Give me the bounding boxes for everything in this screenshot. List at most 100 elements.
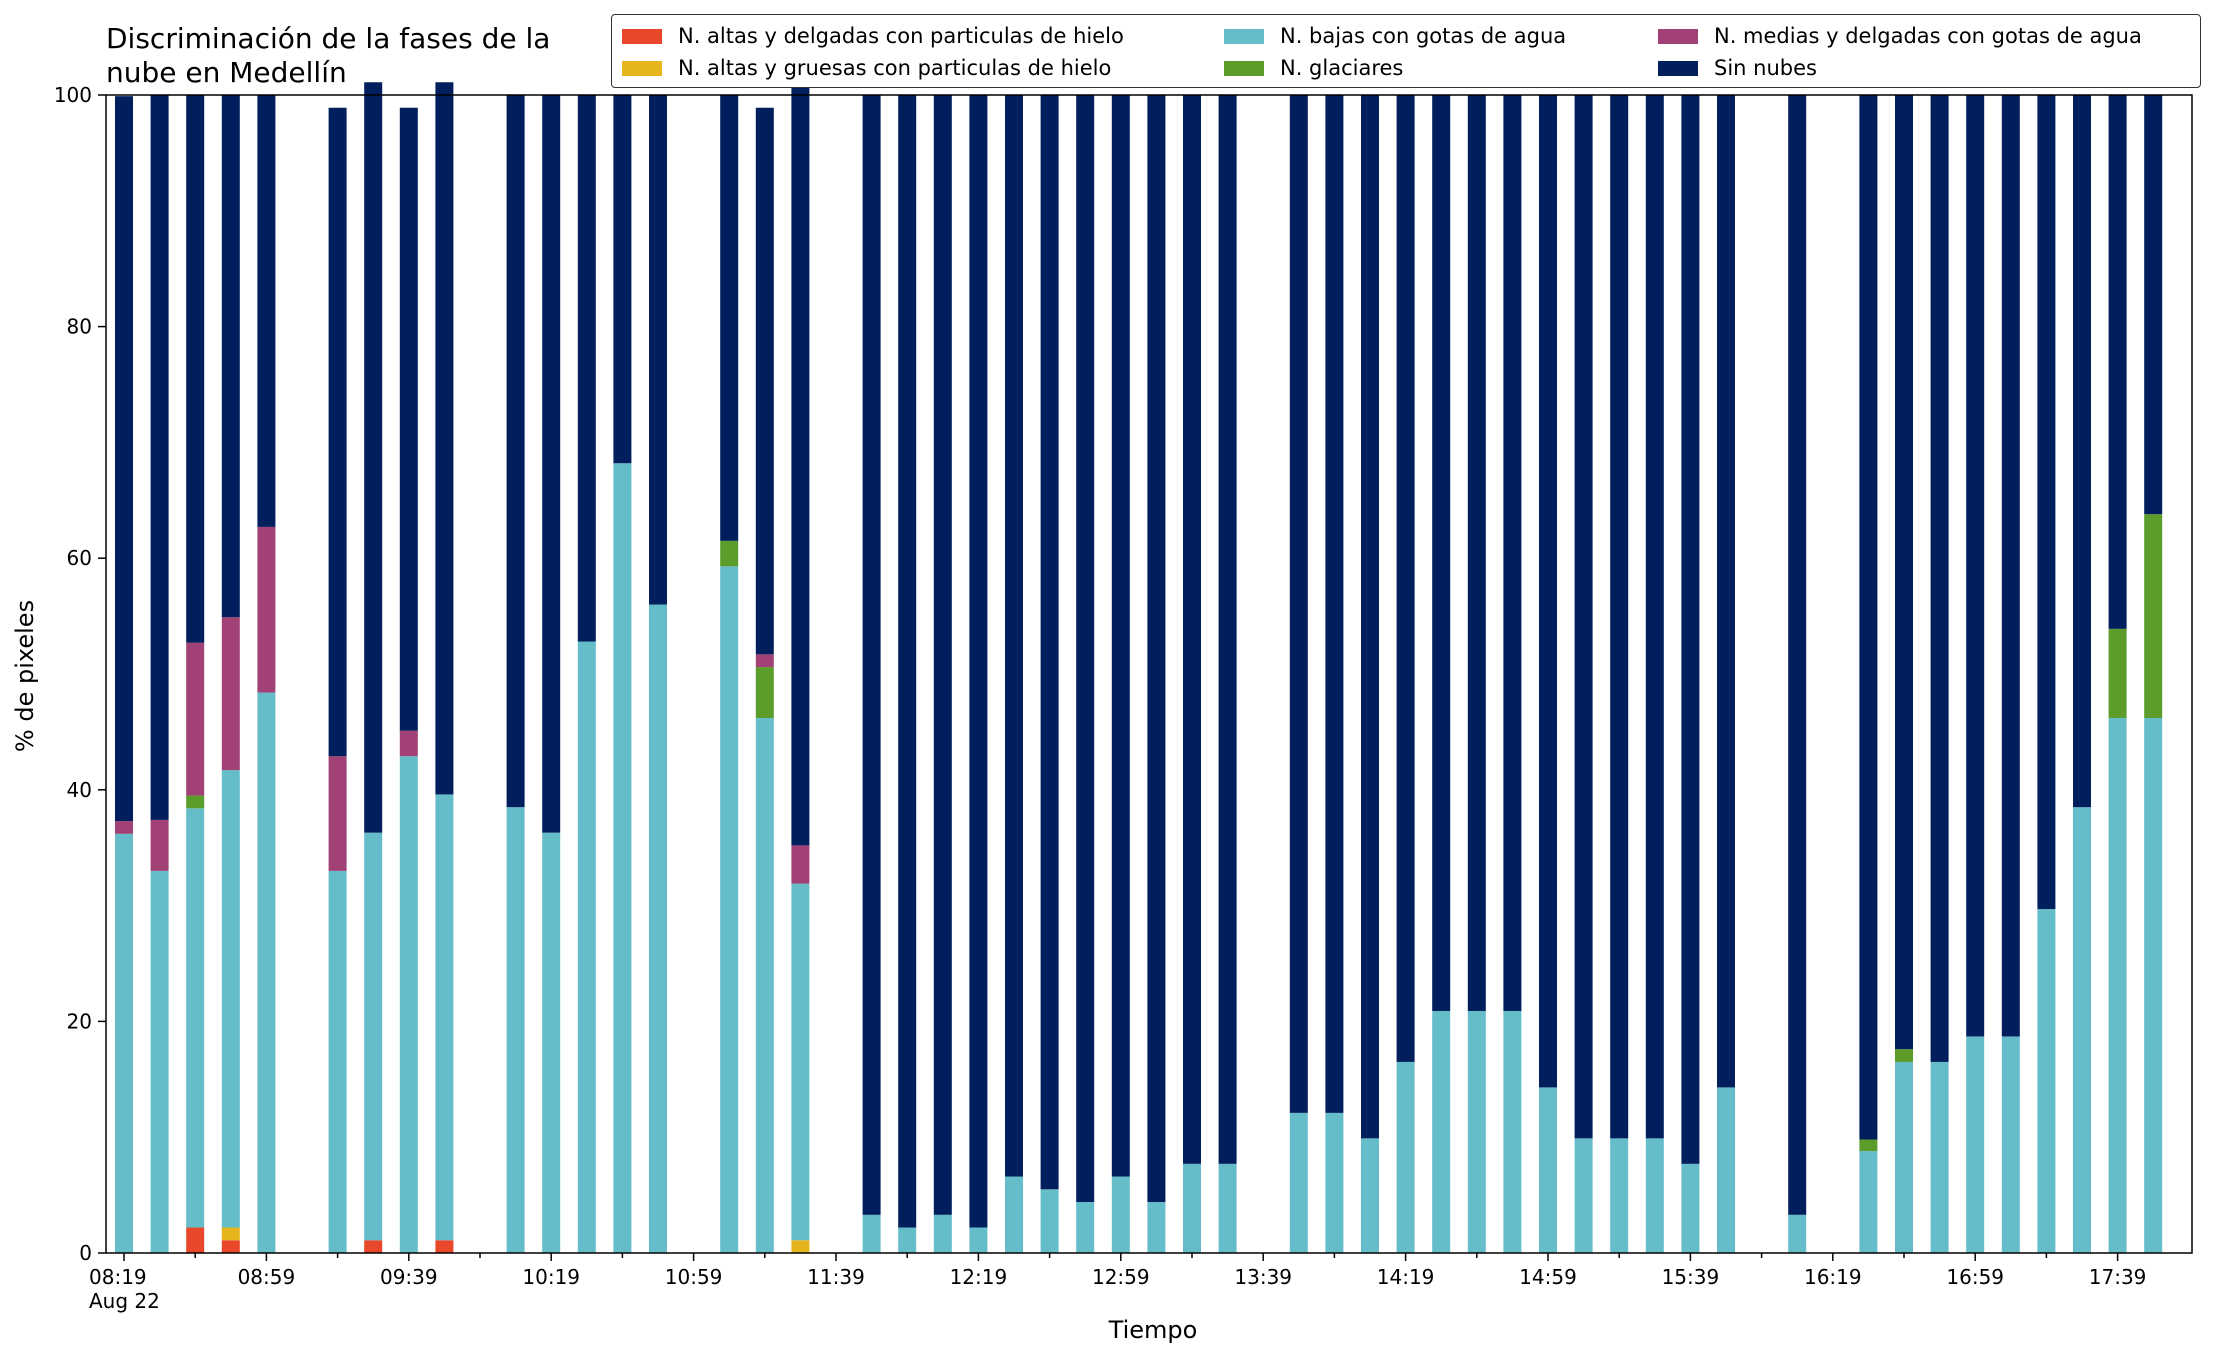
- bar-segment: [1289, 1112, 1308, 1253]
- bar-segment: [1859, 95, 1878, 1140]
- bar-segment: [221, 95, 240, 618]
- bar-segment: [115, 833, 133, 1253]
- x-tick-label-line: 14:59: [1519, 1265, 1577, 1289]
- x-tick-label-line: 16:19: [1804, 1265, 1862, 1289]
- bar-segment: [1788, 95, 1807, 1215]
- bar-segment: [1183, 95, 1201, 1164]
- y-tick-label: 20: [67, 1009, 92, 1033]
- x-tick-label-line: 15:39: [1662, 1265, 1720, 1289]
- bar-segment: [1183, 1163, 1201, 1253]
- bar-segment: [898, 95, 917, 1228]
- bar-segment: [2037, 95, 2056, 910]
- x-tick-label: 16:19: [1804, 1265, 1862, 1289]
- bar-segment: [435, 1240, 454, 1253]
- bar-segment: [1681, 95, 1700, 1164]
- bar-segment: [577, 95, 596, 642]
- bar-segment: [506, 807, 525, 1253]
- bar-segment: [186, 95, 205, 643]
- x-tick-label: 13:39: [1234, 1265, 1292, 1289]
- legend-item: N. medias y delgadas con gotas de agua: [1658, 21, 2142, 51]
- bar-segment: [221, 1227, 240, 1241]
- bar-segment: [720, 566, 739, 1253]
- bar-segment: [1396, 95, 1415, 1062]
- bar-segment: [1966, 95, 1985, 1037]
- bar-segment: [2001, 95, 2020, 1037]
- legend-swatch: [1224, 28, 1264, 44]
- x-tick-label-line: 10:59: [665, 1265, 723, 1289]
- x-tick-label-line: 08:19: [89, 1265, 147, 1289]
- y-tick-label: 0: [79, 1241, 92, 1265]
- x-tick-label: 14:59: [1519, 1265, 1577, 1289]
- bar-segment: [1040, 1189, 1059, 1253]
- legend-swatch: [622, 28, 662, 44]
- bar-segment: [1503, 95, 1522, 1011]
- bar-segment: [328, 107, 347, 757]
- legend-label: N. glaciares: [1280, 56, 1404, 80]
- bar-segment: [435, 794, 454, 1241]
- bar-segment: [506, 95, 525, 808]
- bar-segment: [1147, 1202, 1166, 1253]
- bar-segment: [2073, 807, 2091, 1253]
- x-tick-label: 14:19: [1377, 1265, 1435, 1289]
- bar-segment: [1645, 1138, 1664, 1253]
- bar-segment: [720, 95, 739, 541]
- legend-swatch: [1658, 60, 1698, 76]
- bar-segment: [2108, 95, 2127, 629]
- bar-segment: [150, 870, 169, 1253]
- x-tick-label-line: 12:59: [1092, 1265, 1150, 1289]
- legend-item: N. altas y gruesas con particulas de hie…: [622, 53, 1111, 83]
- bar-segment: [1966, 1036, 1985, 1253]
- legend-label: N. altas y gruesas con particulas de hie…: [678, 56, 1112, 80]
- bar-segment: [755, 107, 774, 655]
- bar-segment: [755, 667, 774, 718]
- y-tick-label: 40: [67, 778, 92, 802]
- bar-segment: [1539, 1087, 1557, 1253]
- legend-label: N. medias y delgadas con gotas de agua: [1714, 24, 2142, 48]
- x-tick-label-line: 17:39: [2089, 1265, 2147, 1289]
- bar-segment: [613, 95, 632, 464]
- y-axis-label: % de pixeles: [11, 600, 39, 752]
- x-tick-label: 12:19: [950, 1265, 1008, 1289]
- bar-segment: [364, 832, 383, 1241]
- axes-group: 0 20 40 60 80 100 08:19 Aug 22 08:59 09:39 10:19 10…: [54, 83, 2193, 1313]
- x-tick-label-line: 16:59: [1946, 1265, 2004, 1289]
- bar-segment: [1467, 1010, 1486, 1253]
- bar-segment: [328, 870, 347, 1253]
- bar-segment: [862, 95, 881, 1215]
- bar-segment: [186, 1227, 205, 1253]
- bar-segment: [1503, 1010, 1522, 1253]
- bar-segment: [399, 107, 418, 731]
- legend-item: Sin nubes: [1658, 53, 1817, 83]
- bar-segment: [186, 642, 205, 796]
- bar-segment: [791, 82, 810, 846]
- bar-segment: [115, 821, 133, 834]
- y-tick-label: 60: [67, 546, 92, 570]
- bar-segment: [2144, 95, 2163, 515]
- bars-group: [115, 82, 2163, 1253]
- bar-segment: [1432, 1010, 1451, 1253]
- bar-segment: [933, 1214, 952, 1253]
- bar-segment: [150, 819, 169, 871]
- bar-segment: [2108, 628, 2127, 719]
- bar-segment: [755, 718, 774, 1253]
- x-tick-label: 12:59: [1092, 1265, 1150, 1289]
- legend-item: N. glaciares: [1224, 53, 1403, 83]
- bar-segment: [364, 1240, 383, 1253]
- bar-segment: [257, 526, 276, 693]
- bar-segment: [2144, 718, 2163, 1253]
- bar-segment: [1218, 1163, 1237, 1253]
- bar-segment: [435, 82, 454, 795]
- x-tick-label-line: 12:19: [950, 1265, 1008, 1289]
- bar-segment: [1396, 1061, 1415, 1253]
- bar-segment: [1111, 95, 1130, 1177]
- chart-title: Discriminación de la fases de la nube en…: [106, 22, 551, 89]
- bar-segment: [969, 1227, 988, 1253]
- bar-segment: [1574, 95, 1593, 1139]
- legend: N. altas y delgadas con particulas de hi…: [611, 14, 2201, 88]
- bar-segment: [1076, 95, 1095, 1203]
- x-tick-label-line: 14:19: [1377, 1265, 1435, 1289]
- bar-segment: [2001, 1036, 2020, 1253]
- bar-segment: [933, 95, 952, 1215]
- bar-segment: [862, 1214, 881, 1253]
